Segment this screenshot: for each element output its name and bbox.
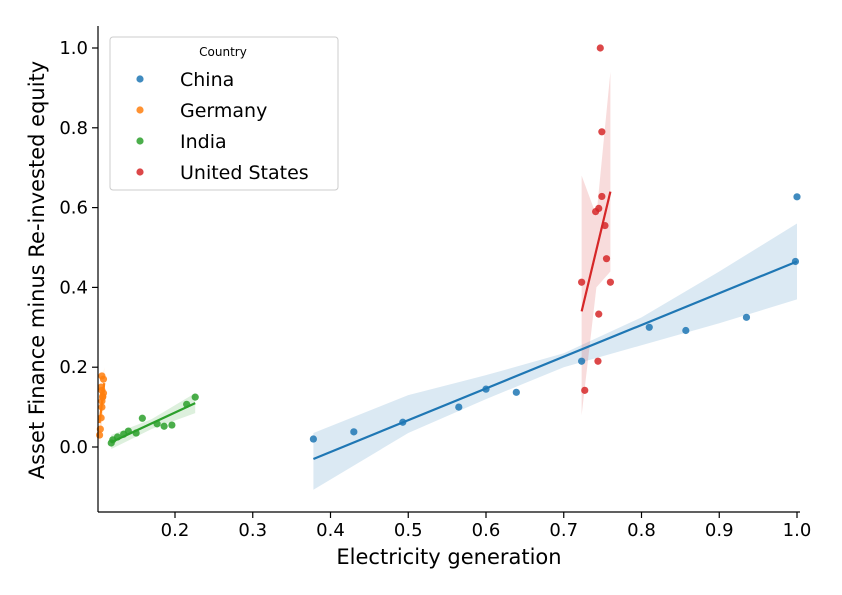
- united-states-data-point: [595, 310, 603, 318]
- china-data-point: [645, 323, 653, 331]
- china-data-point: [512, 388, 520, 396]
- india-data-point: [113, 433, 122, 441]
- germany-data-point: [97, 414, 105, 422]
- united-states-data-point: [592, 207, 600, 216]
- united-states-data-point: [598, 192, 606, 201]
- germany-data-point: [97, 383, 105, 391]
- x-tick-label: 0.4: [316, 520, 345, 541]
- india-data-point: [160, 422, 168, 430]
- china-data-point: [682, 326, 690, 335]
- china-data-point: [578, 357, 586, 365]
- india-data-point: [153, 420, 161, 428]
- x-tick-label: 0.9: [705, 520, 734, 541]
- china-data-point: [793, 193, 801, 201]
- legend-marker-china: [136, 75, 144, 83]
- germany-data-point: [98, 403, 106, 411]
- united-states-data-point: [598, 128, 606, 136]
- united-states-confidence-band: [581, 71, 611, 416]
- legend-label-united-states: United States: [180, 162, 309, 184]
- china-data-point: [791, 257, 800, 266]
- x-tick-label: 0.7: [549, 520, 578, 541]
- india-data-point: [138, 414, 146, 422]
- india-data-point: [183, 400, 191, 408]
- united-states-data-point: [606, 278, 615, 286]
- germany-data-point: [99, 375, 108, 383]
- legend-label-india: India: [180, 131, 227, 153]
- y-tick-label: 0.2: [59, 357, 88, 378]
- legend-title: Country: [199, 45, 247, 59]
- legend-label-germany: Germany: [180, 100, 267, 122]
- y-tick-label: 0.4: [59, 277, 88, 298]
- x-tick-label: 0.6: [472, 520, 501, 541]
- x-tick-label: 0.2: [161, 520, 190, 541]
- legend: Country China Germany India United States: [109, 36, 339, 191]
- y-ticks: 0.0 0.2 0.4 0.6 0.8 1.0: [59, 38, 98, 458]
- india-data-point: [191, 393, 199, 401]
- china-data-point: [742, 313, 751, 321]
- y-tick-label: 1.0: [59, 38, 88, 59]
- china-data-point: [399, 418, 407, 426]
- legend-box: [109, 36, 339, 191]
- china-confidence-band: [313, 223, 797, 490]
- legend-marker-germany: [136, 106, 144, 114]
- united-states-data-point: [594, 357, 602, 365]
- x-tick-label: 1.0: [783, 520, 812, 541]
- legend-items: China Germany India United States: [136, 69, 309, 184]
- x-ticks: 0.2 0.3 0.4 0.5 0.6 0.7 0.8 0.9 1.0: [161, 512, 812, 541]
- china-regression-line: [312, 260, 798, 460]
- x-tick-label: 0.3: [238, 520, 267, 541]
- united-states-data-point: [581, 386, 589, 394]
- y-tick-label: 0.6: [59, 198, 88, 219]
- united-states-data-point: [602, 255, 611, 263]
- india-data-point: [132, 429, 140, 437]
- legend-marker-india: [136, 137, 144, 145]
- legend-label-china: China: [180, 69, 234, 91]
- india-data-point: [168, 421, 176, 429]
- united-states-data-point: [601, 221, 609, 230]
- x-tick-label: 0.5: [394, 520, 423, 541]
- china-data-point: [350, 428, 358, 436]
- united-states-data-point: [596, 44, 604, 52]
- x-axis-label: Electricity generation: [336, 545, 561, 569]
- india-confidence-band: [111, 393, 196, 449]
- x-tick-label: 0.8: [627, 520, 656, 541]
- legend-marker-united-states: [136, 168, 144, 176]
- axes: [97, 26, 800, 513]
- y-tick-label: 0.8: [59, 118, 88, 139]
- germany-data-point: [99, 393, 107, 401]
- data-points: [95, 44, 801, 447]
- united-states-regression-line: [580, 191, 612, 312]
- y-tick-label: 0.0: [59, 437, 88, 458]
- china-data-point: [482, 385, 490, 393]
- y-axis-label: Asset Finance minus Re-invested equity: [25, 61, 49, 479]
- india-data-point: [124, 427, 132, 435]
- united-states-data-point: [578, 278, 586, 286]
- china-data-point: [309, 435, 317, 443]
- china-data-point: [455, 403, 463, 411]
